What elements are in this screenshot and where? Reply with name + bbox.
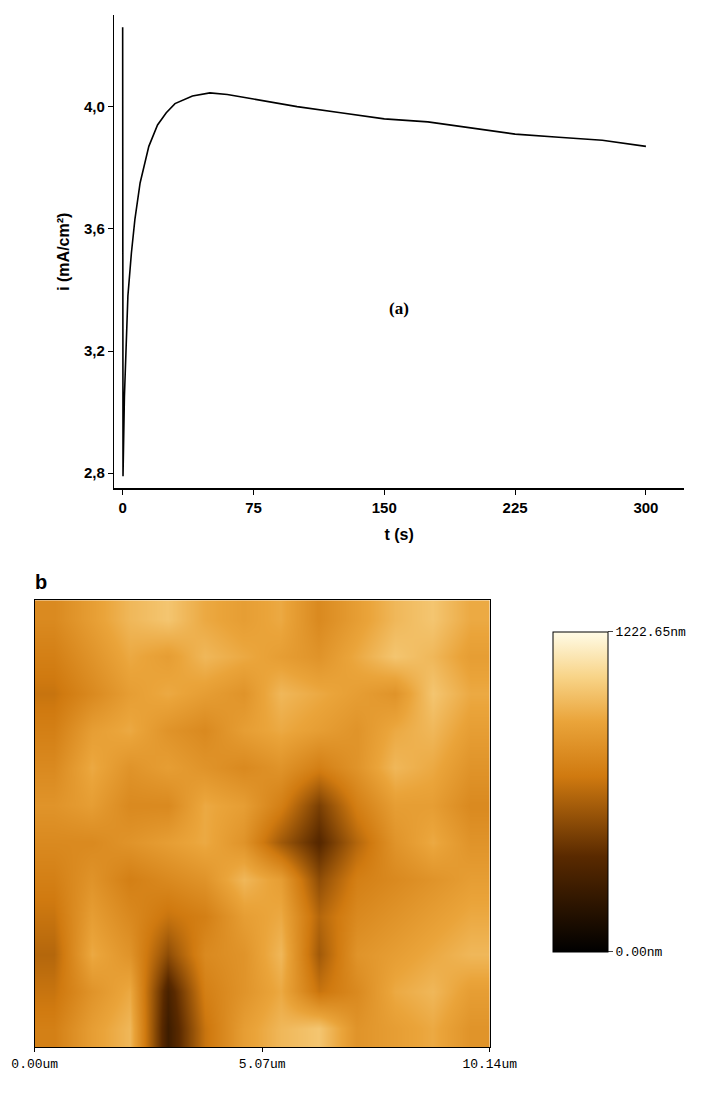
svg-text:75: 75 [245, 499, 262, 516]
svg-text:5.07um: 5.07um [239, 1057, 286, 1072]
svg-text:150: 150 [372, 499, 397, 516]
svg-text:4,0: 4,0 [84, 98, 105, 115]
svg-text:300: 300 [633, 499, 658, 516]
svg-text:t (s): t (s) [384, 526, 413, 543]
svg-text:0.00um: 0.00um [11, 1057, 58, 1072]
svg-text:3,2: 3,2 [84, 342, 105, 359]
svg-text:(a): (a) [389, 299, 409, 318]
svg-text:b: b [35, 571, 47, 593]
svg-text:0: 0 [118, 499, 126, 516]
svg-text:3,6: 3,6 [84, 220, 105, 237]
svg-text:i (mA/cm²): i (mA/cm²) [55, 213, 72, 291]
svg-text:10.14um: 10.14um [462, 1057, 517, 1072]
svg-text:0.00nm: 0.00nm [616, 945, 663, 960]
svg-text:225: 225 [503, 499, 528, 516]
svg-text:1222.65nm: 1222.65nm [616, 625, 686, 640]
svg-text:2,8: 2,8 [84, 464, 105, 481]
